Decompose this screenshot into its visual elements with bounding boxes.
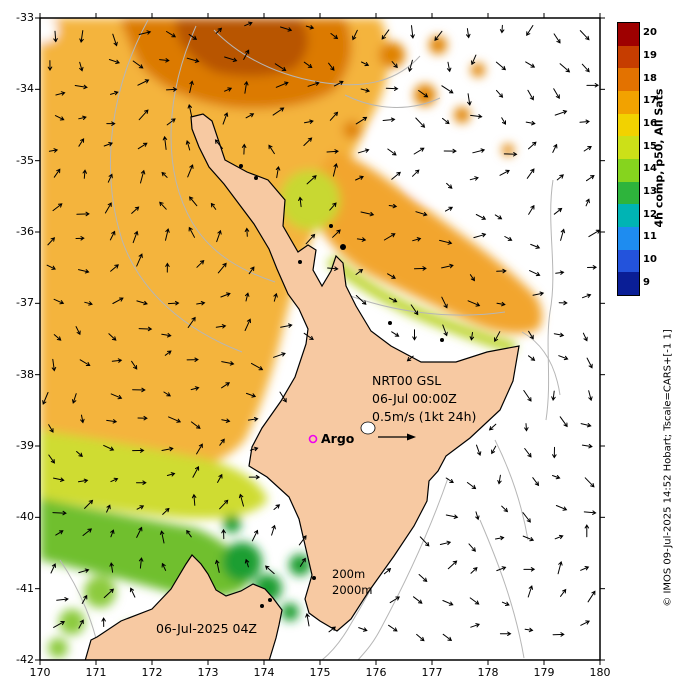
- colorbar-tick-label: 16: [643, 118, 657, 129]
- x-tick-label: 172: [141, 666, 163, 679]
- x-tick-label: 170: [29, 666, 51, 679]
- model-info-block: NRT00 GSL 06-Jul 00:00Z 0.5m/s (1kt 24h): [372, 372, 476, 426]
- valid-time: 06-Jul 00:00Z: [372, 391, 457, 406]
- colorbar-segment: [618, 249, 639, 273]
- colorbar-segment: [618, 181, 639, 205]
- x-tick-label: 178: [477, 666, 499, 679]
- colorbar-tick-label: 11: [643, 231, 657, 243]
- x-tick-label: 180: [589, 666, 611, 679]
- reference-vector-arrow: [378, 433, 416, 441]
- colorbar-segment: [618, 68, 639, 92]
- colorbar-tick-label: 19: [643, 50, 657, 61]
- depth-contour-label-200m: 200m: [332, 567, 366, 581]
- x-tick-label: 171: [85, 666, 107, 679]
- colorbar-title: 4h comp, p50, All Sats: [652, 88, 666, 228]
- model-name: NRT00 GSL: [372, 373, 442, 388]
- credit-text: © IMOS 09-Jul-2025 14:52 Hobart; Tscale=…: [662, 329, 674, 607]
- axis-ticks: [35, 13, 605, 665]
- x-tick-label: 173: [197, 666, 219, 679]
- vector-scale-label: 0.5m/s (1kt 24h): [372, 409, 477, 424]
- x-tick-label: 177: [421, 666, 443, 679]
- land-south-island: [84, 554, 283, 660]
- colorbar-tick-label: 9: [643, 276, 650, 288]
- colorbar-tick-label: 14: [643, 163, 657, 175]
- colorbar-tick-label: 15: [643, 140, 657, 152]
- y-tick-label: -35: [16, 153, 34, 167]
- colorbar-segment: [618, 91, 639, 114]
- colorbar-tick-label: 12: [643, 208, 657, 220]
- land-north-island: [190, 113, 520, 632]
- y-tick-label: -40: [16, 510, 34, 524]
- offshore-islands: [239, 164, 444, 608]
- colorbar-tick-label: 10: [643, 254, 657, 265]
- y-tick-label: -39: [16, 438, 34, 452]
- x-tick-label: 174: [253, 666, 275, 679]
- colorbar: [617, 22, 640, 296]
- colorbar-segment: [618, 113, 639, 137]
- colorbar-segment: [618, 272, 639, 296]
- lake-taupo: [360, 421, 376, 435]
- colorbar-tick-label: 20: [643, 27, 657, 39]
- y-tick-label: -41: [16, 581, 34, 595]
- argo-label: Argo: [321, 431, 355, 446]
- x-tick-label: 179: [533, 666, 555, 679]
- colorbar-segment: [618, 23, 639, 46]
- sst-field-layer: [40, 18, 543, 658]
- y-tick-label: -38: [16, 367, 34, 381]
- colorbar-segment: [618, 227, 639, 250]
- x-tick-label: 175: [309, 666, 331, 679]
- argo-marker-icon: [308, 434, 318, 444]
- colorbar-segment: [618, 204, 639, 228]
- date-label: 06-Jul-2025 04Z: [156, 621, 257, 636]
- y-tick-label: -37: [16, 296, 34, 310]
- x-tick-label: 176: [365, 666, 387, 679]
- colorbar-segment: [618, 45, 639, 69]
- y-tick-label: -36: [16, 224, 34, 238]
- y-tick-label: -42: [16, 652, 34, 666]
- colorbar-segment: [618, 136, 639, 160]
- y-tick-label: -34: [16, 82, 34, 96]
- colorbar-tick-label: 17: [643, 95, 657, 107]
- colorbar-tick-label: 18: [643, 72, 657, 84]
- colorbar-segment: [618, 159, 639, 182]
- y-tick-label: -33: [16, 11, 34, 24]
- colorbar-tick-label: 13: [643, 186, 657, 197]
- depth-contour-label-2000m: 2000m: [332, 583, 373, 597]
